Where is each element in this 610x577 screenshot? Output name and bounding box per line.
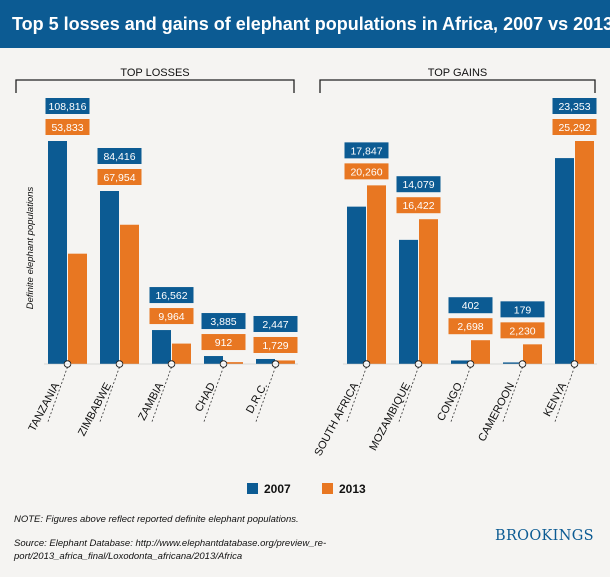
legend-2007-swatch: [247, 483, 258, 494]
value-box-2007-congo: [448, 297, 493, 314]
bar-2013-chad: [224, 362, 243, 364]
bar-2007-kenya: [555, 158, 574, 364]
category-label-south-africa: SOUTH AFRICA: [312, 380, 361, 458]
legend-2013-swatch: [322, 483, 333, 494]
bar-2007-chad: [204, 356, 223, 364]
category-label-kenya: KENYA: [541, 380, 569, 418]
value-label-2013-south-africa: 20,260: [350, 166, 382, 178]
bar-2013-d-r-c: [276, 360, 295, 364]
leader-line-south-africa: [346, 366, 367, 424]
chart-title: Top 5 losses and gains of elephant popul…: [12, 14, 610, 34]
legend-2013-label: 2013: [339, 482, 366, 496]
value-label-2013-chad: 912: [215, 337, 233, 349]
bar-2013-zambia: [172, 343, 191, 364]
leader-line-zimbabwe: [99, 366, 120, 424]
category-label-tanzania: TANZANIA: [26, 380, 62, 434]
value-box-2013-zimbabwe: [97, 169, 142, 186]
value-label-2013-cameroon: 2,230: [509, 325, 535, 337]
category-label-congo: CONGO: [435, 380, 465, 423]
value-box-2013-cameroon: [500, 322, 545, 339]
leader-line-cameroon: [502, 366, 523, 424]
value-label-2007-kenya: 23,353: [558, 101, 590, 113]
value-label-2007-congo: 402: [462, 300, 480, 312]
y-axis-label: Definite elephant populations: [25, 186, 36, 309]
bar-2013-tanzania: [68, 253, 87, 364]
value-box-2007-tanzania: [45, 98, 90, 114]
bar-2013-cameroon: [523, 344, 542, 364]
value-box-2007-zambia: [149, 287, 194, 304]
value-label-2007-chad: 3,885: [210, 316, 236, 328]
bar-2007-mozambique: [399, 239, 418, 364]
value-label-2013-tanzania: 53,833: [51, 122, 83, 134]
value-box-2013-zambia: [149, 308, 194, 325]
value-box-2013-south-africa: [344, 163, 389, 180]
top-gains-label: TOP GAINS: [428, 67, 488, 79]
value-box-2013-tanzania: [45, 119, 90, 135]
value-box-2013-mozambique: [396, 197, 441, 214]
top-gains-bracket: [319, 79, 596, 93]
category-label-chad: CHAD: [193, 381, 218, 414]
value-label-2007-south-africa: 17,847: [350, 145, 382, 157]
bar-2013-south-africa: [367, 185, 386, 364]
value-box-2013-chad: [201, 334, 246, 351]
category-label-zambia: ZAMBIA: [136, 380, 166, 422]
bar-2007-tanzania: [48, 141, 67, 364]
category-label-cameroon: CAMEROON: [476, 381, 517, 444]
brookings-logo: BROOKINGS: [495, 528, 594, 544]
value-box-2007-south-africa: [344, 142, 389, 159]
value-box-2007-kenya: [552, 98, 597, 114]
category-label-mozambique: MOZAMBIQUE: [367, 381, 413, 453]
value-box-2007-d-r-c: [253, 315, 298, 332]
leader-line-zambia: [151, 366, 172, 424]
bar-chart: TOP LOSSES 108,816 53,833 TANZANIA 84,416 67,…: [15, 67, 597, 458]
leader-line-mozambique: [398, 366, 419, 424]
value-label-2007-zambia: 16,562: [155, 290, 187, 302]
source: Source: Elephant Database: http://www.el…: [14, 538, 327, 562]
value-label-2007-mozambique: 14,079: [402, 179, 434, 191]
category-label-zimbabwe: ZIMBABWE: [76, 381, 114, 438]
leader-line-congo: [450, 366, 471, 424]
leader-line-tanzania: [47, 366, 68, 424]
leader-line-d-r-c: [255, 366, 276, 424]
value-box-2007-cameroon: [500, 301, 545, 318]
bar-2013-mozambique: [419, 219, 438, 364]
bar-2007-south-africa: [347, 206, 366, 364]
title-bar: Top 5 losses and gains of elephant popul…: [0, 0, 610, 48]
bar-2013-congo: [471, 340, 490, 364]
bar-2007-d-r-c: [256, 358, 275, 364]
top-losses-bracket: [15, 79, 295, 93]
legend-2013: 2013: [322, 482, 366, 496]
value-label-2013-d-r-c: 1,729: [262, 340, 288, 352]
value-box-2013-congo: [448, 318, 493, 335]
value-label-2013-zambia: 9,964: [158, 311, 184, 323]
bar-2013-zimbabwe: [120, 224, 139, 364]
value-box-2013-kenya: [552, 119, 597, 135]
bar-2007-congo: [451, 360, 470, 364]
value-label-2007-tanzania: 108,816: [49, 101, 87, 113]
note: NOTE: Figures above reflect reported def…: [14, 514, 299, 525]
value-label-2007-cameroon: 179: [514, 304, 532, 316]
value-box-2007-chad: [201, 313, 246, 330]
value-label-2013-kenya: 25,292: [558, 122, 590, 134]
legend-2007-label: 2007: [264, 482, 291, 496]
bar-2007-zambia: [152, 330, 171, 364]
bar-2013-kenya: [575, 141, 594, 364]
bar-2007-cameroon: [503, 362, 522, 364]
top-losses-label: TOP LOSSES: [120, 67, 189, 79]
leader-line-chad: [203, 366, 224, 424]
value-box-2007-mozambique: [396, 176, 441, 193]
value-label-2013-congo: 2,698: [457, 321, 483, 333]
legend-2007: 2007: [247, 482, 291, 496]
value-box-2007-zimbabwe: [97, 148, 142, 165]
value-label-2013-mozambique: 16,422: [402, 200, 434, 212]
value-label-2007-d-r-c: 2,447: [262, 319, 288, 331]
category-label-d-r-c: D.R.C.: [244, 381, 270, 416]
bar-2007-zimbabwe: [100, 191, 119, 364]
value-label-2007-zimbabwe: 84,416: [103, 151, 135, 163]
value-box-2013-d-r-c: [253, 336, 298, 353]
leader-line-kenya: [554, 366, 575, 424]
value-label-2013-zimbabwe: 67,954: [103, 172, 135, 184]
